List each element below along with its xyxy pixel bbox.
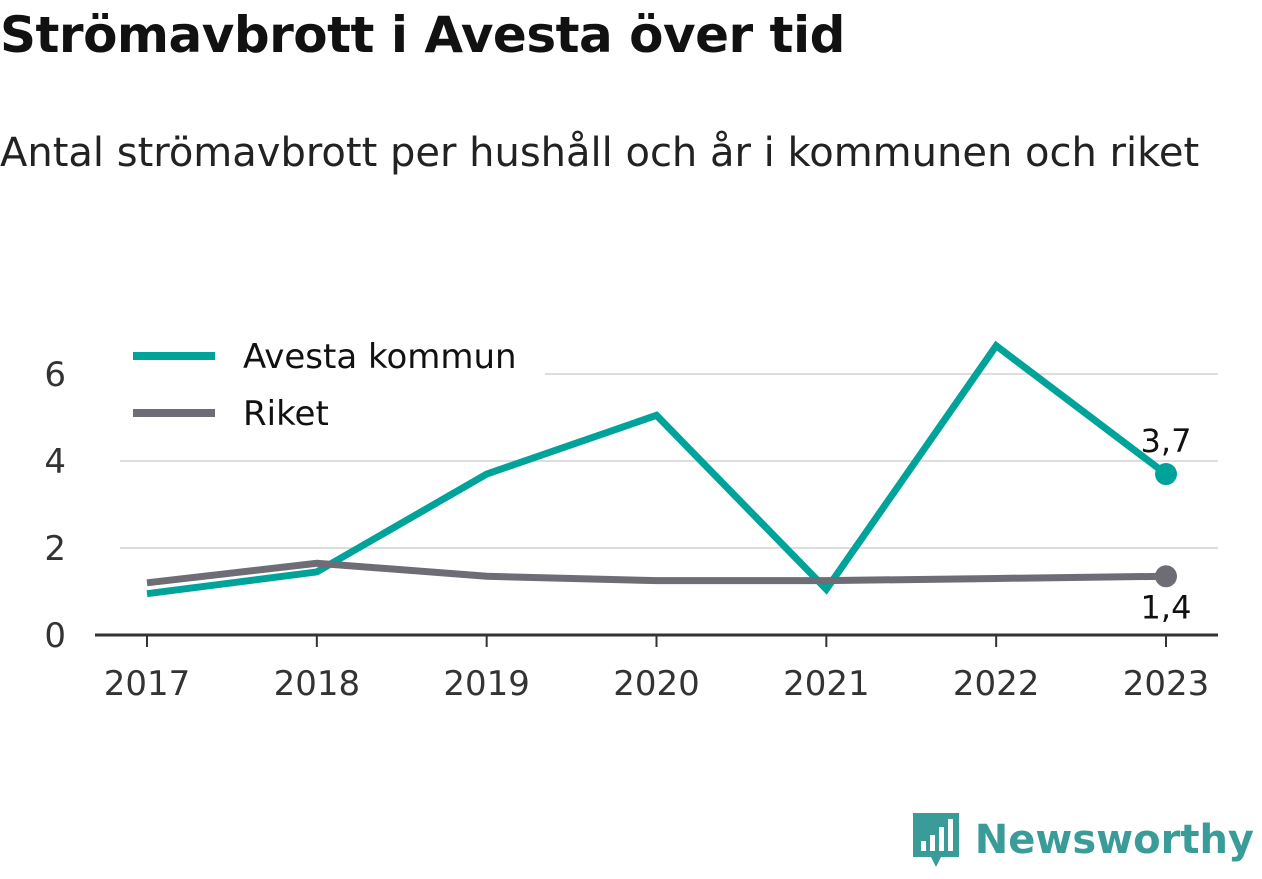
y-tick-label: 4 bbox=[44, 442, 66, 482]
end-point-0 bbox=[1155, 463, 1177, 486]
series-line-0 bbox=[146, 340, 1169, 598]
y-tick-label: 0 bbox=[44, 616, 66, 656]
brand-name: Newsworthy bbox=[974, 817, 1254, 863]
end-value-label: 1,4 bbox=[1141, 588, 1192, 626]
chart-title: Strömavbrott i Avesta över tid bbox=[0, 6, 845, 64]
y-tick-label: 6 bbox=[44, 355, 66, 395]
x-tick-label: 2021 bbox=[783, 664, 870, 704]
x-tick-label: 2019 bbox=[443, 664, 530, 704]
legend-label: Avesta kommun bbox=[243, 337, 517, 377]
y-tick-label: 2 bbox=[44, 529, 66, 569]
end-point-1 bbox=[1155, 565, 1177, 588]
x-tick-label: 2022 bbox=[953, 664, 1040, 704]
newsworthy-logo-icon bbox=[912, 813, 959, 867]
end-points: 3,7 1,4 bbox=[1141, 422, 1192, 626]
series-lines bbox=[146, 340, 1169, 598]
chart-subtitle: Antal strömavbrott per hushåll och år i … bbox=[0, 130, 1200, 176]
x-tick-label: 2023 bbox=[1123, 664, 1210, 704]
end-value-label: 3,7 bbox=[1141, 422, 1192, 460]
legend-label: Riket bbox=[243, 394, 329, 434]
x-tick-label: 2018 bbox=[274, 664, 361, 704]
x-tick-label: 2020 bbox=[613, 664, 700, 704]
legend-background bbox=[120, 330, 545, 442]
newsworthy-logo: Newsworthy bbox=[911, 811, 1254, 869]
series-line-1 bbox=[146, 559, 1167, 587]
legend: Avesta kommun Riket bbox=[120, 330, 545, 442]
x-axis: 2017 2018 2019 2020 2021 2022 2023 bbox=[95, 633, 1218, 704]
y-axis-ticks: 0 2 4 6 bbox=[44, 355, 66, 656]
x-tick-label: 2017 bbox=[104, 664, 191, 704]
